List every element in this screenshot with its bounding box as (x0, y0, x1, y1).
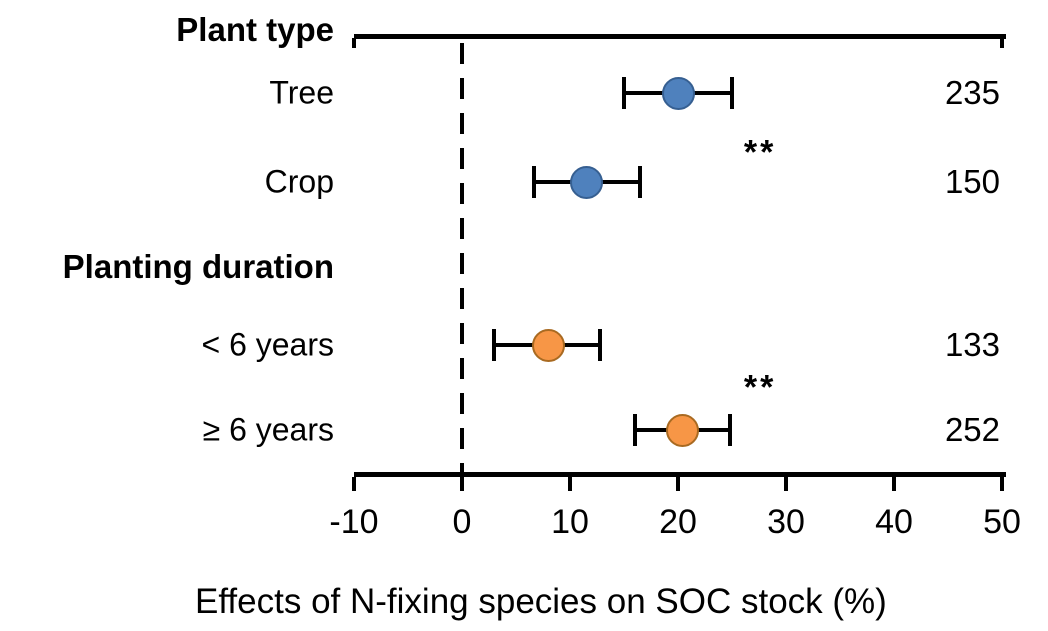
sample-size: 235 (944, 74, 1000, 111)
top-axis-end-tick (1000, 38, 1004, 48)
sample-size: 150 (944, 163, 1000, 200)
sample-size: 133 (944, 326, 1000, 363)
x-tick-label: 30 (767, 503, 805, 541)
x-tick-label: 40 (875, 503, 913, 541)
data-point-marker (569, 165, 603, 199)
x-tick-label: 50 (983, 503, 1021, 541)
x-axis-tick (568, 477, 572, 491)
data-point-marker (665, 413, 699, 447)
row-label: ≥ 6 years (202, 411, 334, 448)
x-axis-tick (460, 477, 464, 491)
row-label: < 6 years (201, 326, 334, 363)
x-axis-line (354, 472, 1006, 477)
error-cap-right (598, 329, 603, 361)
row-label: Tree (269, 74, 334, 111)
sample-size: 252 (944, 411, 1000, 448)
group-header-label: Planting duration (62, 248, 334, 285)
top-axis-end-tick (352, 38, 356, 48)
error-cap-right (727, 414, 732, 446)
error-cap-left (492, 329, 497, 361)
x-axis-title: Effects of N-fixing species on SOC stock… (195, 582, 887, 621)
x-axis-tick (676, 477, 680, 491)
significance-stars: ** (743, 133, 777, 172)
x-tick-label: 10 (551, 503, 589, 541)
error-cap-left (622, 77, 626, 109)
x-axis-tick (1000, 477, 1004, 491)
x-tick-label: 20 (659, 503, 697, 541)
error-cap-right (730, 77, 734, 109)
data-point-marker (531, 328, 565, 362)
zero-dashed-line (460, 43, 464, 477)
data-point-marker (661, 76, 695, 110)
x-tick-label: -10 (329, 503, 379, 541)
group-header-label: Plant type (176, 11, 334, 48)
x-axis-tick (352, 477, 356, 491)
top-axis-line (354, 34, 1006, 39)
x-axis-tick (784, 477, 788, 491)
error-cap-left (632, 414, 637, 446)
row-label: Crop (264, 163, 334, 200)
significance-stars: ** (743, 368, 777, 407)
error-cap-left (532, 166, 537, 198)
x-tick-label: 0 (452, 503, 472, 541)
x-axis-tick (892, 477, 896, 491)
error-cap-right (638, 166, 643, 198)
